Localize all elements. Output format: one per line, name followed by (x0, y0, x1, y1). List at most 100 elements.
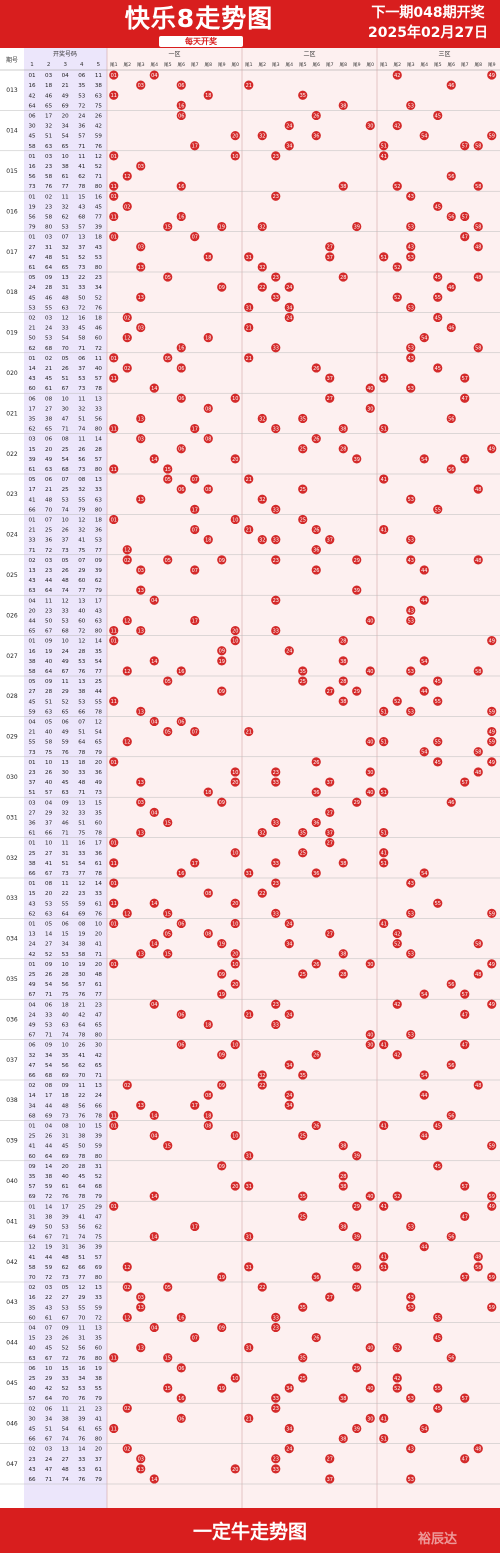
drawn-number: 46 (95, 326, 103, 332)
ball-marker (338, 272, 348, 282)
ball-label: 26 (313, 1335, 319, 1341)
issue-number: 039 (6, 1138, 18, 1145)
drawn-number: 14 (78, 1447, 86, 1453)
ball-label: 38 (340, 184, 346, 190)
drawn-number: 73 (78, 386, 86, 392)
ball-label: 56 (448, 1356, 454, 1362)
drawn-number: 52 (95, 1174, 102, 1180)
ball-marker (298, 484, 308, 494)
drawn-number: 14 (95, 881, 103, 887)
ball-label: 44 (421, 1093, 427, 1099)
drawn-number: 21 (28, 528, 36, 534)
drawn-number: 23 (78, 891, 86, 897)
drawn-number: 30 (62, 406, 70, 412)
ball-label: 39 (354, 1426, 360, 1432)
ball-label: 53 (408, 911, 414, 917)
ball-label: 37 (327, 255, 333, 261)
drawn-number: 56 (28, 174, 36, 180)
drawn-number: 64 (45, 669, 53, 675)
drawn-number: 20 (62, 1164, 70, 1170)
ball-label: 31 (246, 255, 252, 261)
ball-label: 45 (435, 1335, 441, 1341)
ball-marker (109, 353, 119, 363)
drawn-number: 74 (62, 1477, 70, 1483)
drawn-number: 01 (28, 1123, 36, 1129)
ball-label: 57 (462, 144, 468, 150)
drawn-number: 26 (62, 528, 70, 534)
drawn-number: 05 (28, 275, 36, 281)
drawn-number: 10 (45, 841, 53, 847)
ball-marker (419, 131, 429, 141)
drawn-number: 11 (45, 598, 53, 604)
drawn-number: 29 (95, 1204, 103, 1210)
drawn-number: 39 (95, 1134, 103, 1140)
drawn-number: 66 (78, 709, 86, 715)
ball-label: 23 (273, 1457, 279, 1463)
ball-label: 23 (273, 1406, 279, 1412)
drawn-number: 53 (95, 538, 103, 544)
ball-label: 11 (111, 376, 117, 382)
drawn-number: 15 (95, 1123, 103, 1129)
ball-label: 15 (165, 911, 171, 917)
drawn-number: 47 (45, 1467, 53, 1473)
ball-label: 59 (489, 911, 495, 917)
drawn-number: 44 (45, 1144, 53, 1150)
ball-label: 34 (286, 1063, 292, 1069)
ball-label: 20 (232, 628, 238, 634)
drawn-number: 21 (78, 1002, 86, 1008)
drawn-number: 21 (45, 366, 53, 372)
ball-marker (406, 252, 416, 262)
ball-label: 02 (124, 558, 130, 564)
drawn-number: 24 (28, 1012, 36, 1018)
drawn-number: 12 (62, 315, 69, 321)
drawn-number: 65 (95, 1063, 103, 1069)
ball-label: 15 (165, 1144, 171, 1150)
ball-label: 13 (138, 1103, 144, 1109)
ball-label: 40 (367, 1032, 373, 1038)
ball-marker (311, 434, 321, 444)
ball-label: 26 (313, 568, 319, 574)
drawn-number: 10 (62, 1043, 70, 1049)
drawn-number: 35 (95, 1336, 103, 1342)
drawn-number: 43 (28, 376, 36, 382)
ball-label: 05 (165, 1285, 171, 1291)
ball-label: 53 (408, 1305, 414, 1311)
ball-label: 08 (205, 891, 211, 897)
drawn-number: 71 (95, 174, 103, 180)
issue-number: 030 (6, 774, 18, 781)
drawn-number: 18 (45, 83, 53, 89)
ball-label: 06 (178, 921, 184, 927)
drawn-number: 13 (78, 679, 86, 685)
drawn-number: 09 (45, 679, 53, 685)
drawn-number: 78 (95, 871, 103, 877)
draw-date-label: 2025年02月27日 (368, 25, 488, 41)
drawn-number: 64 (28, 103, 36, 109)
ball-label: 09 (219, 972, 225, 978)
drawn-number: 23 (45, 608, 53, 614)
drawn-number: 11 (78, 437, 86, 443)
drawn-number: 08 (62, 437, 70, 443)
header-tail: 尾9 (488, 62, 496, 68)
ball-label: 56 (448, 214, 454, 220)
drawn-number: 54 (78, 861, 86, 867)
drawn-number: 48 (62, 1103, 70, 1109)
ball-marker (163, 353, 173, 363)
issue-number: 019 (6, 330, 18, 337)
ball-label: 53 (408, 1032, 414, 1038)
drawn-number: 53 (62, 1224, 70, 1230)
drawn-number: 75 (78, 831, 86, 837)
ball-label: 23 (273, 275, 279, 281)
ball-label: 29 (354, 1204, 360, 1210)
ball-label: 24 (286, 1093, 292, 1099)
drawn-number: 36 (95, 770, 103, 776)
ball-label: 01 (111, 194, 117, 200)
ball-label: 45 (435, 204, 441, 210)
ball-label: 38 (340, 1224, 346, 1230)
drawn-number: 67 (45, 629, 53, 635)
drawn-number: 51 (28, 790, 36, 796)
header-tail: 尾8 (204, 62, 212, 68)
ball-label: 33 (273, 780, 279, 786)
ball-label: 49 (489, 729, 495, 735)
ball-label: 30 (367, 1416, 373, 1422)
ball-label: 05 (165, 477, 171, 483)
